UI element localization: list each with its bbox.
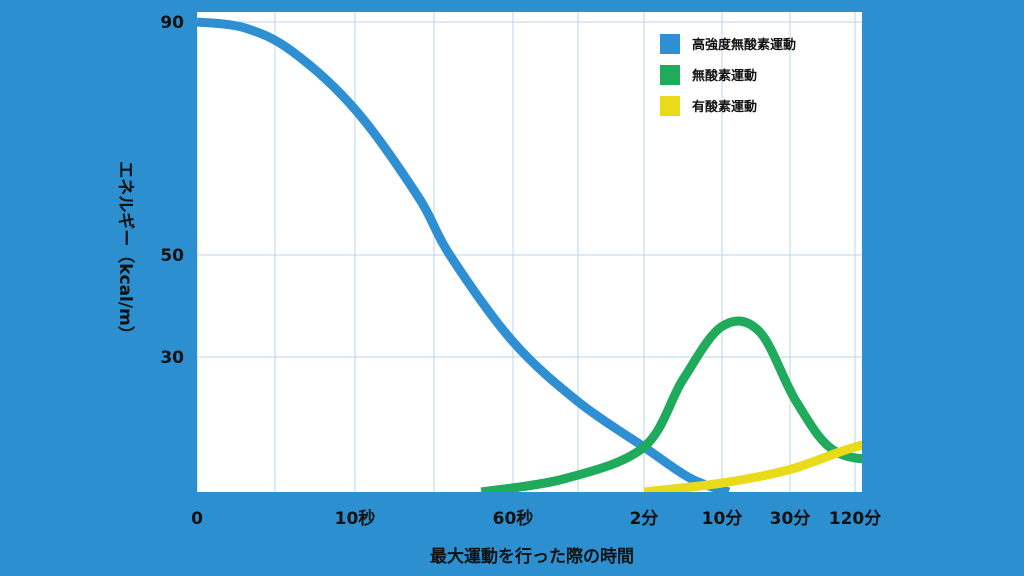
mask-left	[0, 0, 197, 576]
legend-label: 無酸素運動	[692, 68, 757, 84]
x-tick-label: 60秒	[493, 508, 534, 529]
x-tick-label: 0	[191, 509, 203, 529]
x-tick-label: 30分	[770, 509, 811, 529]
y-ticks: 90 50 30	[160, 13, 184, 368]
y-tick-label: 30	[160, 348, 184, 368]
legend-swatch	[660, 96, 680, 116]
x-ticks: 0 10秒 60秒 2分 10分 30分 120分	[191, 508, 881, 529]
legend-label: 高強度無酸素運動	[692, 37, 796, 53]
x-tick-label: 2分	[630, 509, 659, 529]
mask-top	[0, 0, 1024, 12]
plot-area	[197, 12, 862, 492]
x-tick-label: 10分	[702, 509, 743, 529]
y-axis-title: エネルギー（kcal/m）	[115, 161, 136, 343]
mask-right	[862, 0, 1024, 576]
mask-bottom	[0, 492, 1024, 576]
x-axis-title: 最大運動を行った際の時間	[430, 546, 634, 567]
legend-swatch	[660, 65, 680, 85]
legend-label: 有酸素運動	[692, 99, 757, 115]
legend-swatch	[660, 34, 680, 54]
y-tick-label: 50	[160, 246, 184, 266]
x-tick-label: 120分	[829, 509, 882, 529]
x-tick-label: 10秒	[335, 508, 376, 529]
y-tick-label: 90	[160, 13, 184, 33]
